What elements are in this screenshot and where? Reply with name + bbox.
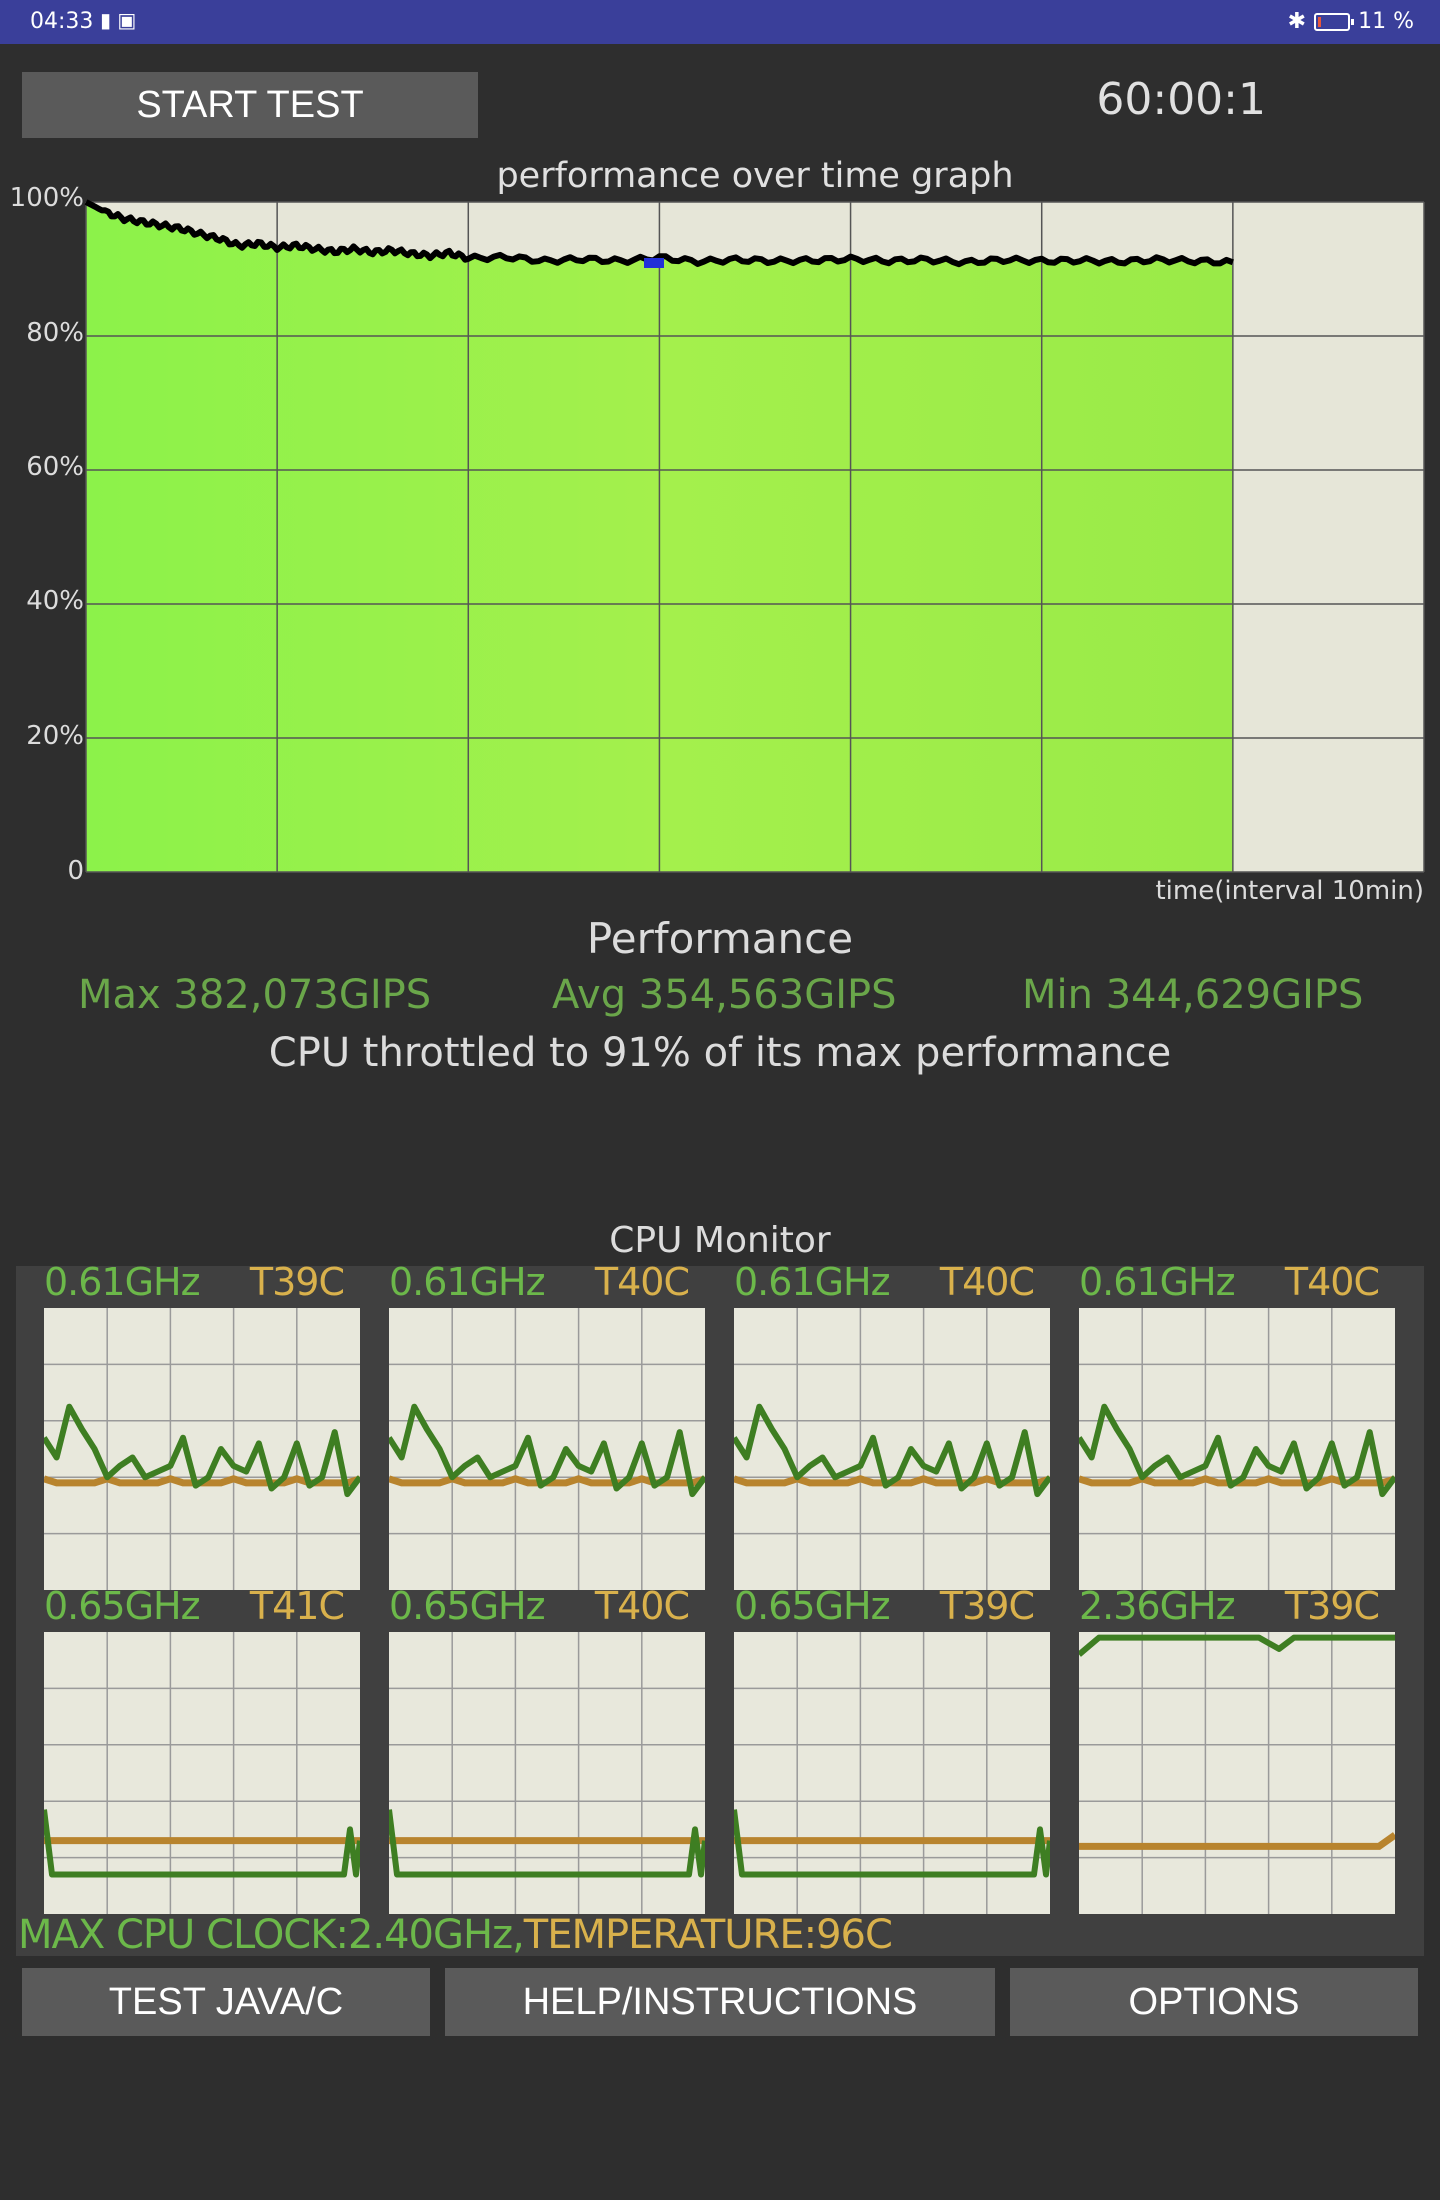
- core-frequency-line: [389, 1403, 705, 1498]
- y-tick-80: 80%: [26, 318, 84, 348]
- core-temperature: T40C: [1284, 1260, 1380, 1304]
- core-frequency: 0.65GHz: [44, 1584, 201, 1628]
- core-frequency-line: [44, 1809, 360, 1878]
- options-button[interactable]: OPTIONS: [1010, 1968, 1418, 2036]
- x-axis-label: time(interval 10min): [1155, 876, 1424, 906]
- cpu-monitor-title: CPU Monitor: [609, 1220, 831, 1261]
- y-tick-40: 40%: [26, 586, 84, 616]
- core-chart: [44, 1632, 360, 1914]
- performance-line: [84, 199, 1234, 268]
- core-chart-bg: [389, 1632, 705, 1914]
- graph-title: performance over time graph: [496, 156, 1014, 196]
- core-chart: [389, 1632, 705, 1914]
- status-bar: 04:33 ▮ ▣ ✱ 11 %: [0, 0, 1440, 44]
- y-tick-100: 100%: [9, 183, 84, 213]
- core-frequency-line: [734, 1809, 1050, 1878]
- help-instructions-button[interactable]: HELP/INSTRUCTIONS: [445, 1968, 995, 2036]
- cpu-monitor-panel: 0.61GHz T39C 0.61GHz T40C 0.61GHz T40C 0…: [16, 1260, 1424, 1956]
- core-frequency: 0.61GHz: [734, 1260, 891, 1304]
- max-temperature-text: TEMPERATURE:96C: [523, 1912, 893, 1958]
- performance-graph: [84, 199, 1425, 873]
- performance-title: Performance: [586, 914, 854, 963]
- notification-icons: ▮ ▣: [100, 8, 137, 32]
- core-chart-bg: [44, 1632, 360, 1914]
- core-frequency: 0.65GHz: [389, 1584, 546, 1628]
- test-java-c-button[interactable]: TEST JAVA/C: [22, 1968, 430, 2036]
- core-temperature: T40C: [594, 1584, 690, 1628]
- core-temperature: T39C: [1284, 1584, 1380, 1628]
- core-frequency-line: [389, 1809, 705, 1878]
- battery-fill: [1318, 16, 1322, 27]
- core-temperature: T39C: [249, 1260, 345, 1304]
- core-frequency: 2.36GHz: [1079, 1584, 1236, 1628]
- core-temperature: T40C: [939, 1260, 1035, 1304]
- max-performance: Max 382,073GIPS: [78, 972, 432, 1018]
- core-frequency: 0.65GHz: [734, 1584, 891, 1628]
- y-tick-60: 60%: [26, 452, 84, 482]
- battery-text: 11 %: [1358, 9, 1414, 34]
- core-frequency: 0.61GHz: [44, 1260, 201, 1304]
- core-chart-bg: [734, 1632, 1050, 1914]
- start-test-button[interactable]: START TEST: [22, 72, 478, 138]
- graph-grid: [85, 201, 1425, 873]
- core-chart: [389, 1308, 705, 1590]
- max-cpu-clock: MAX CPU CLOCK:2.40GHz,TEMPERATURE:96C: [18, 1912, 893, 1958]
- core-temperature: T41C: [249, 1584, 345, 1628]
- core-temperature-line: [1079, 1832, 1395, 1850]
- core-temperature: T39C: [939, 1584, 1035, 1628]
- status-time: 04:33: [30, 9, 94, 34]
- core-frequency-line: [1079, 1403, 1395, 1498]
- core-frequency-line: [734, 1403, 1050, 1498]
- y-tick-20: 20%: [26, 721, 84, 751]
- core-chart: [734, 1632, 1050, 1914]
- core-temperature: T40C: [594, 1260, 690, 1304]
- throttle-text: CPU throttled to 91% of its max performa…: [268, 1030, 1172, 1076]
- core-frequency: 0.61GHz: [389, 1260, 546, 1304]
- avg-performance: Avg 354,563GIPS: [552, 972, 897, 1018]
- battery-icon: [1314, 12, 1355, 31]
- max-clock-text: MAX CPU CLOCK:2.40GHz,: [18, 1912, 525, 1958]
- core-frequency-line: [44, 1403, 360, 1498]
- status-right: ✱ 11 %: [1288, 9, 1414, 34]
- test-timer: 60:00:1: [1096, 74, 1266, 125]
- core-chart: [1079, 1308, 1395, 1590]
- core-chart-bg: [1079, 1632, 1395, 1914]
- core-frequency-line: [1079, 1634, 1395, 1657]
- core-frequency: 0.61GHz: [1079, 1260, 1236, 1304]
- core-chart: [734, 1308, 1050, 1590]
- core-chart: [44, 1308, 360, 1590]
- core-chart: [1079, 1632, 1395, 1914]
- y-tick-0: 0: [67, 856, 84, 886]
- bluetooth-icon: ✱: [1287, 9, 1307, 34]
- current-marker: [644, 258, 664, 268]
- min-performance: Min 344,629GIPS: [1022, 972, 1364, 1018]
